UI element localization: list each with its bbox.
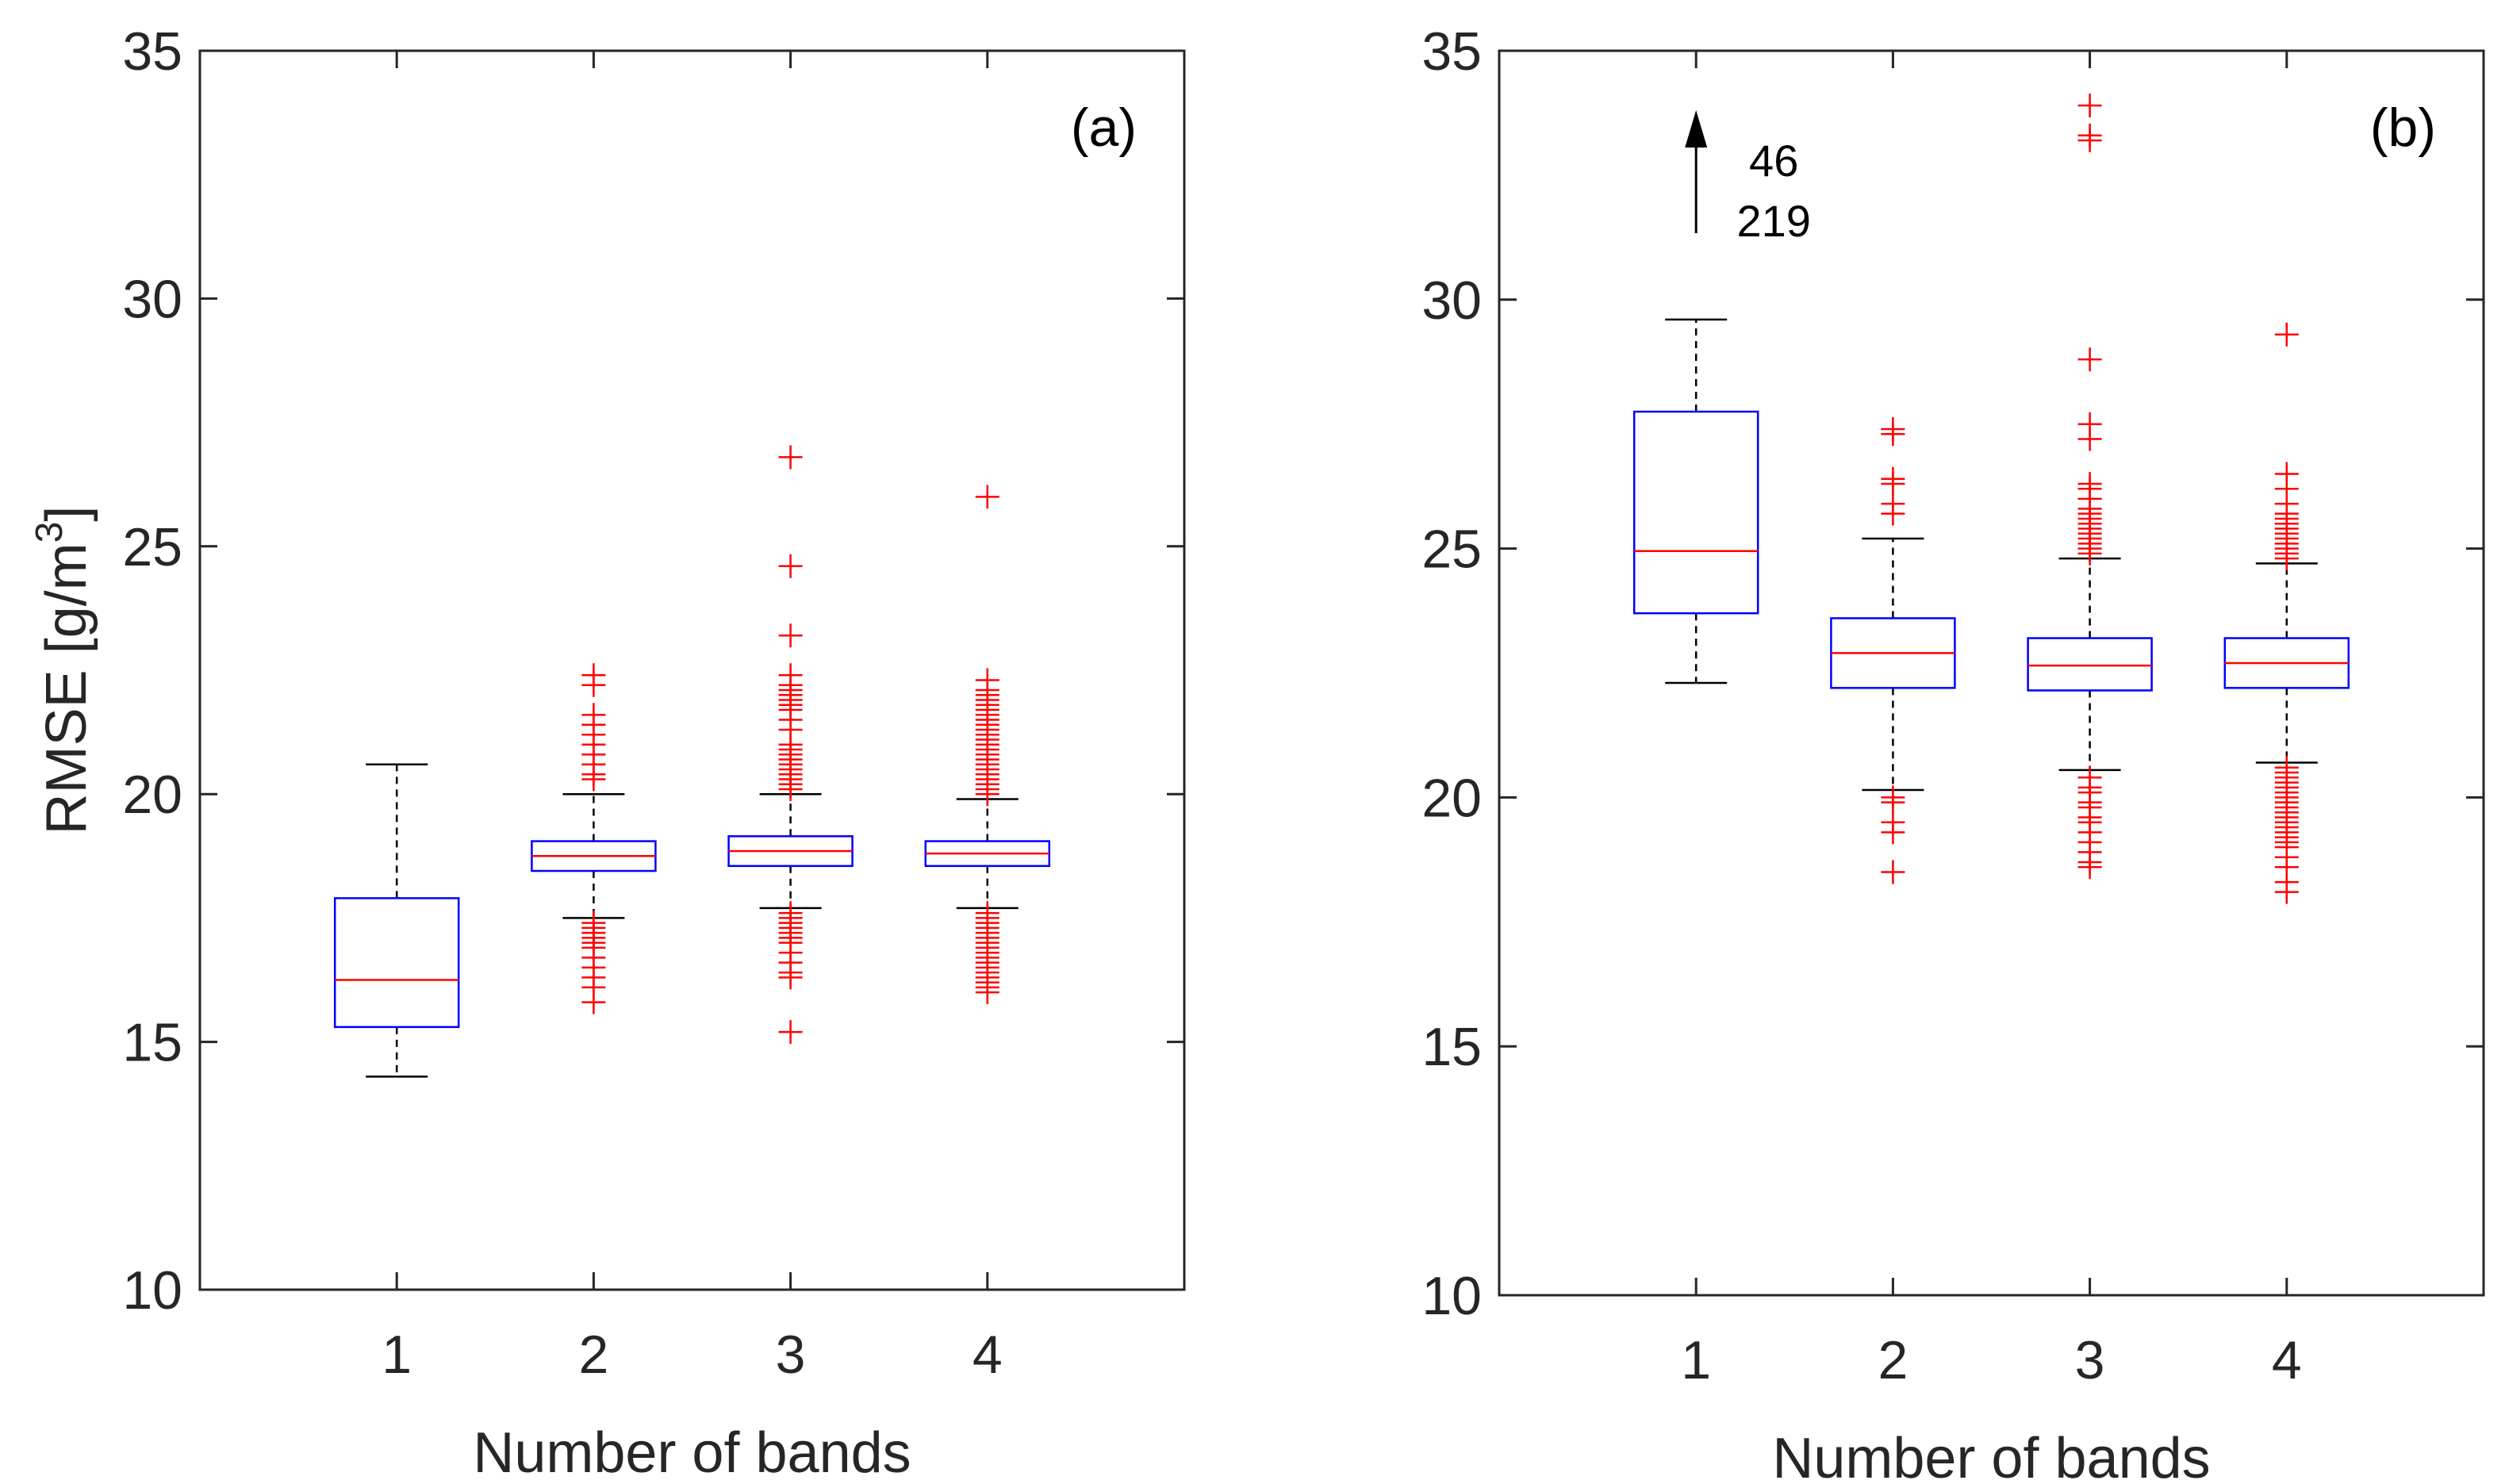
y-axis-title-close: ] — [35, 506, 98, 522]
outlier-marker — [778, 554, 803, 578]
outlier-marker — [1881, 492, 1905, 516]
outlier-marker — [1881, 416, 1905, 441]
y-tick-label: 15 — [122, 1013, 182, 1073]
x-tick-label: 3 — [776, 1325, 806, 1385]
box-1 — [1632, 318, 1759, 684]
outlier-marker — [1881, 860, 1905, 884]
outlier-marker — [2077, 765, 2102, 790]
y-axis-title-main: RMSE [g/m — [35, 543, 98, 834]
outlier-marker — [581, 703, 606, 727]
outlier-marker — [2077, 347, 2102, 372]
x-axis-title: Number of bands — [473, 1421, 911, 1484]
x-tick-label: 3 — [2075, 1330, 2105, 1390]
outlier-marker — [778, 1020, 803, 1045]
outlier-marker — [581, 911, 606, 935]
y-tick-label: 10 — [1421, 1266, 1482, 1326]
outlier-marker — [2077, 472, 2102, 497]
box-4 — [924, 485, 1051, 1005]
iqr-box — [333, 897, 460, 1029]
outlier-marker — [581, 663, 606, 688]
box-4 — [2223, 322, 2350, 904]
annotation-value: 46 — [1749, 136, 1798, 186]
panel-a: 10 15 20 25 30 35 1 2 3 4 Number of bands RMSE [g/m… — [29, 21, 1186, 1484]
x-tick-label: 4 — [2272, 1330, 2302, 1390]
box-3 — [727, 445, 854, 1045]
box-1 — [333, 763, 460, 1078]
y-tick-label: 30 — [122, 269, 182, 329]
outlier-marker — [778, 663, 803, 688]
outlier-marker — [2077, 123, 2102, 148]
y-tick-label: 30 — [1421, 270, 1482, 331]
y-tick-label: 25 — [1421, 520, 1482, 580]
x-tick-label: 2 — [578, 1325, 608, 1385]
outlier-marker — [778, 901, 803, 926]
panel-label: (b) — [2370, 98, 2436, 158]
outlier-marker — [975, 668, 999, 692]
annotation-value: 219 — [1736, 196, 1810, 246]
outlier-marker — [1881, 810, 1905, 834]
y-tick-label: 15 — [1421, 1017, 1482, 1077]
outlier-marker — [2274, 322, 2299, 347]
y-tick-label: 10 — [122, 1260, 182, 1321]
x-tick-label: 1 — [382, 1325, 412, 1385]
box-2 — [531, 663, 657, 1014]
outlier-marker — [778, 623, 803, 648]
x-tick-label: 2 — [1878, 1330, 1908, 1390]
outlier-marker — [975, 485, 999, 509]
outlier-marker — [1881, 466, 1905, 491]
plot-area — [1498, 49, 2485, 1297]
x-tick-label: 1 — [1681, 1330, 1711, 1390]
x-tick-label: 4 — [972, 1325, 1003, 1385]
y-axis-title-superscript: 3 — [29, 522, 71, 543]
outlier-marker — [2274, 462, 2299, 486]
panel-label: (a) — [1071, 98, 1137, 158]
y-tick-label: 25 — [122, 517, 182, 577]
outlier-marker — [2274, 755, 2299, 780]
outlier-marker — [2077, 94, 2102, 118]
outlier-marker — [1881, 785, 1905, 810]
plot-area — [198, 49, 1186, 1291]
y-axis-title: RMSE [g/m3] — [29, 506, 98, 835]
arrow-head-icon — [1685, 110, 1708, 148]
box-3 — [2027, 94, 2153, 880]
outlier-marker — [975, 901, 999, 926]
y-tick-label: 20 — [1421, 768, 1482, 828]
iqr-box — [1632, 410, 1759, 615]
box-2 — [1830, 416, 1956, 884]
x-axis-title: Number of bands — [1772, 1427, 2210, 1484]
y-tick-label: 20 — [122, 765, 182, 825]
y-tick-label: 35 — [1421, 21, 1482, 82]
outlier-marker — [778, 445, 803, 470]
outlier-marker — [2077, 412, 2102, 436]
y-tick-label: 35 — [122, 21, 182, 82]
iqr-box — [2027, 637, 2153, 692]
